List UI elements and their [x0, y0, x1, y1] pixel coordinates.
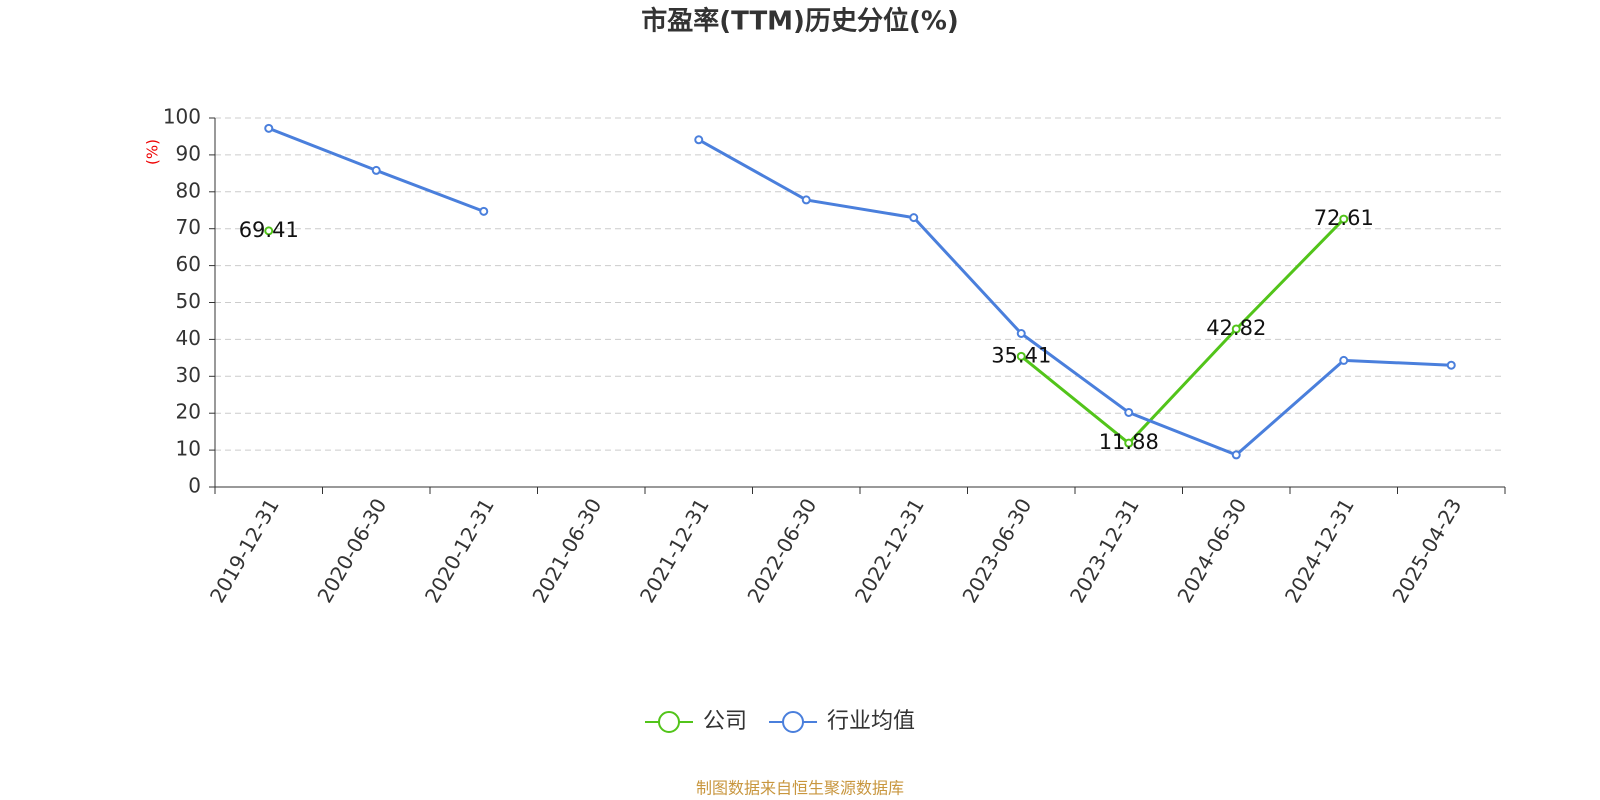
x-tick-label: 2023-06-30 [957, 494, 1036, 607]
data-point [479, 206, 489, 216]
x-tick-label: 2021-06-30 [527, 494, 606, 607]
x-tick-label: 2022-06-30 [742, 494, 821, 607]
data-point [264, 123, 274, 133]
data-point [1231, 450, 1241, 460]
data-label: 11.88 [1099, 430, 1159, 454]
y-axis-label: (%) [144, 139, 162, 165]
data-point [801, 195, 811, 205]
y-tick-label: 90 [176, 141, 201, 165]
legend-label: 公司 [703, 709, 747, 734]
data-point [1231, 324, 1241, 334]
x-tick-label: 2019-12-31 [205, 494, 284, 607]
data-point [1446, 360, 1456, 370]
x-tick-label: 2020-06-30 [312, 494, 391, 607]
data-point [909, 213, 919, 223]
y-tick-label: 10 [176, 437, 201, 461]
x-tick-label: 2020-12-31 [420, 494, 499, 607]
y-tick-label: 20 [176, 400, 201, 424]
data-point [694, 135, 704, 145]
data-point [264, 226, 274, 236]
x-tick-label: 2023-12-31 [1065, 494, 1144, 607]
x-tick-label: 2024-06-30 [1172, 494, 1251, 607]
data-label: 69.41 [239, 218, 299, 242]
x-tick-label: 2025-04-23 [1387, 494, 1466, 607]
y-tick-label: 0 [188, 474, 201, 498]
data-point [1124, 438, 1134, 448]
data-point [371, 165, 381, 175]
y-tick-label: 70 [176, 215, 201, 239]
series-line [1020, 218, 1345, 446]
legend-marker [658, 711, 680, 733]
y-tick-label: 50 [176, 289, 201, 313]
data-label: 35.41 [991, 343, 1051, 367]
y-tick-label: 60 [176, 252, 201, 276]
x-tick-label: 2022-12-31 [850, 494, 929, 607]
y-tick-label: 80 [176, 178, 201, 202]
data-point [1016, 351, 1026, 361]
x-tick-label: 2021-12-31 [635, 494, 714, 607]
data-point [1339, 355, 1349, 365]
source-note: 制图数据来自恒生聚源数据库 [696, 779, 904, 798]
legend-marker [782, 711, 805, 733]
data-label: 42.82 [1206, 316, 1266, 340]
y-tick-label: 100 [163, 105, 201, 129]
data-point [1016, 328, 1026, 338]
y-tick-label: 40 [176, 326, 201, 350]
data-point [1124, 407, 1134, 417]
chart-title: 市盈率(TTM)历史分位(%) [641, 6, 959, 37]
y-tick-label: 30 [176, 363, 201, 387]
x-tick-label: 2024-12-31 [1280, 494, 1359, 607]
data-label: 72.61 [1314, 206, 1374, 230]
data-point [1339, 214, 1349, 224]
legend-label: 行业均值 [827, 709, 915, 734]
